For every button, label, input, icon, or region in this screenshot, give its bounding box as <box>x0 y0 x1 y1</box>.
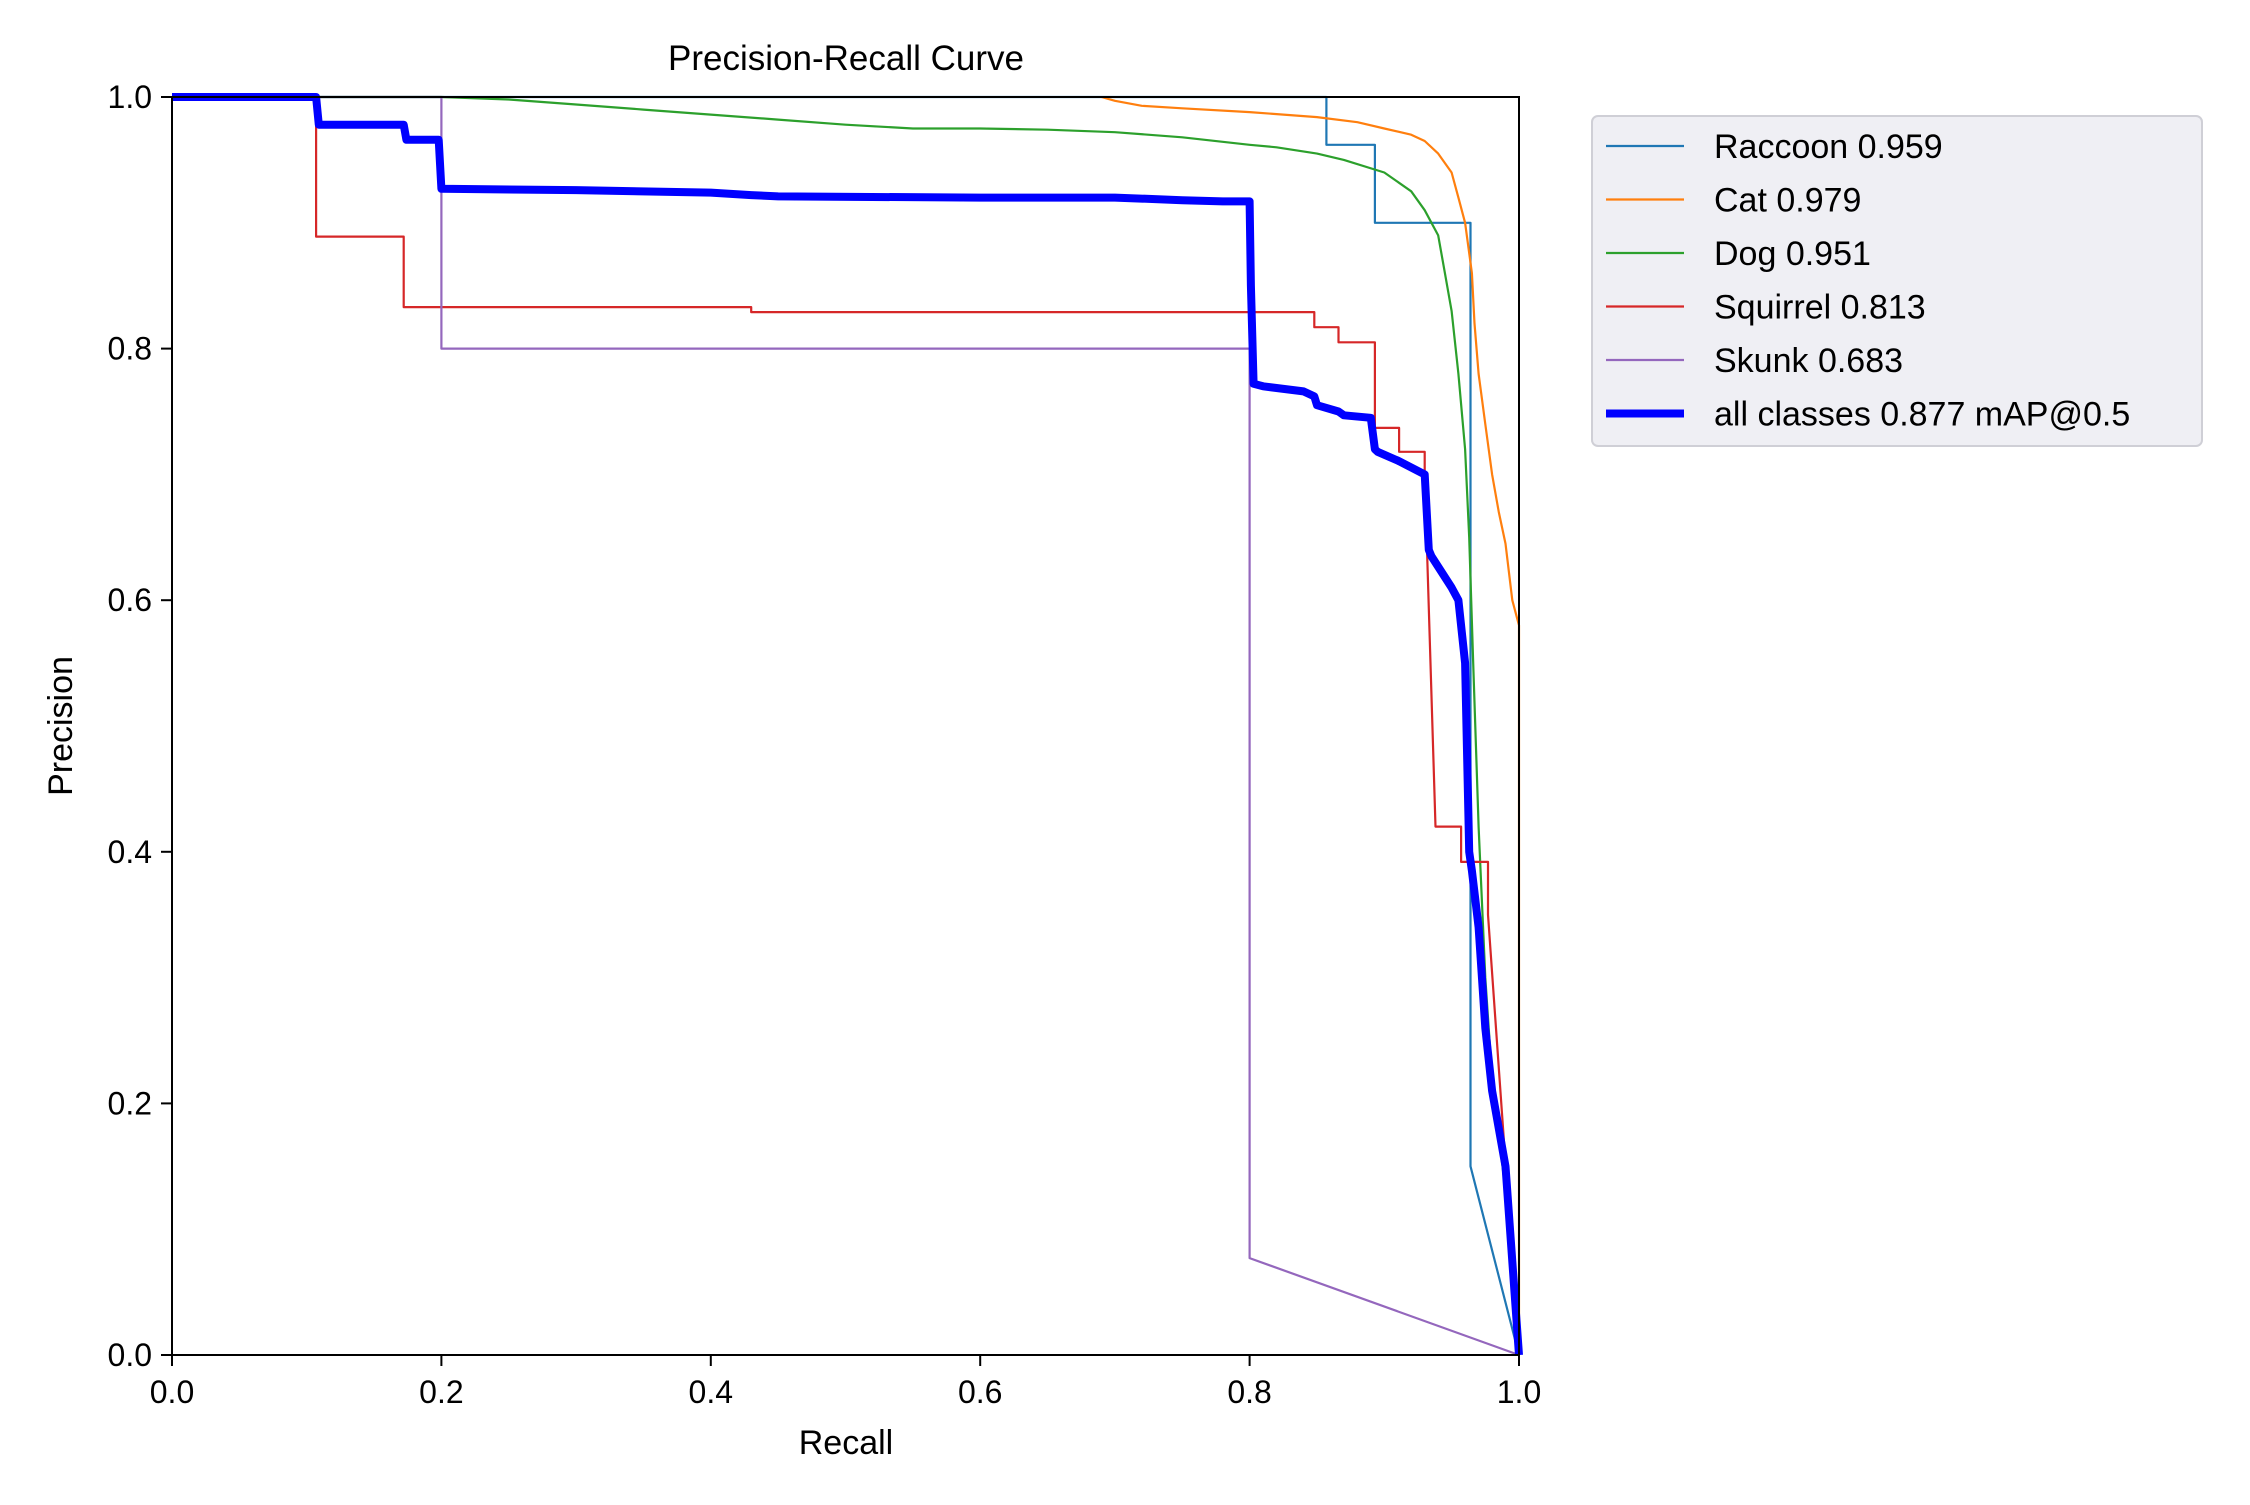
series-line-squirrel <box>172 95 1521 1356</box>
legend-label: Raccoon 0.959 <box>1714 128 1943 166</box>
legend: Raccoon 0.959 Cat 0.979 Dog 0.951 Squirrel … <box>1591 115 2203 447</box>
x-tick-label: 0.8 <box>1227 1374 1271 1410</box>
legend-box <box>1591 115 2203 447</box>
plot-frame <box>171 96 1520 1356</box>
y-tick-label: 0.8 <box>108 331 152 367</box>
y-tick-label: 0.4 <box>108 834 152 870</box>
legend-entries: Raccoon 0.959 Cat 0.979 Dog 0.951 Squirrel … <box>1606 128 2130 434</box>
x-tick-label: 0.2 <box>419 1374 463 1410</box>
chart-title: Precision-Recall Curve <box>668 39 1024 78</box>
x-axis-label: Recall <box>799 1424 893 1462</box>
x-tick-label: 0.0 <box>150 1374 194 1410</box>
series-line-dog <box>172 95 1521 1356</box>
legend-label: Skunk 0.683 <box>1714 342 1903 380</box>
x-tick-label: 0.6 <box>958 1374 1002 1410</box>
series-line-raccoon <box>172 95 1521 1356</box>
axis-ticks: 0.0 0.2 0.4 0.6 0.8 1.0 0.0 0.2 0.4 0.6 0.8 1.0 <box>108 79 1542 1410</box>
legend-label: Cat 0.979 <box>1714 182 1861 220</box>
y-tick-label: 1.0 <box>108 79 152 115</box>
y-tick-label: 0.0 <box>108 1337 152 1373</box>
y-tick-label: 0.6 <box>108 582 152 618</box>
x-tick-label: 0.4 <box>689 1374 733 1410</box>
legend-label: Squirrel 0.813 <box>1714 289 1926 327</box>
y-axis-label: Precision <box>42 656 80 796</box>
y-tick-label: 0.2 <box>108 1085 152 1121</box>
series-line-cat <box>1101 95 1521 1355</box>
legend-label: all classes 0.877 mAP@0.5 <box>1714 396 2130 434</box>
series-line-all-classes <box>172 93 1523 1356</box>
legend-label: Dog 0.951 <box>1714 235 1871 273</box>
series-lines <box>172 93 1523 1357</box>
x-tick-label: 1.0 <box>1497 1374 1541 1410</box>
